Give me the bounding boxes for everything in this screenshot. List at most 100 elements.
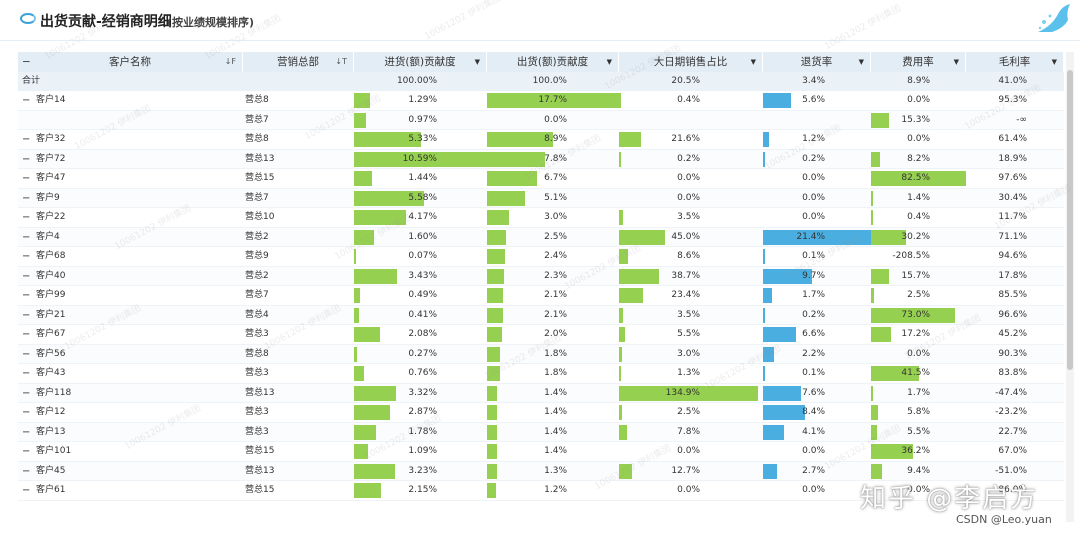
dropdown-icon[interactable]: ▼	[953, 58, 959, 66]
out-bar	[487, 346, 501, 362]
collapse-row-icon[interactable]: −	[22, 251, 31, 262]
col-header-fee-rate[interactable]: 费用率 ▼	[871, 52, 966, 72]
col-header-return-rate[interactable]: 退货率 ▼	[763, 52, 871, 72]
table-row[interactable]: − 客户43 营总3 0.76% 1.8% 1.3% 0.1% 41.5% 83.8%	[18, 364, 1064, 384]
dept-name: 营总8	[245, 348, 269, 359]
total-date: 20.5%	[671, 76, 700, 86]
collapse-row-icon[interactable]: −	[22, 309, 31, 321]
in-value: 4.17%	[408, 212, 437, 222]
table-body: − 客户14 营总8 1.29% 17.7% 0.4% 5.6% 0.0% 95.3% 营总7 0.…	[18, 91, 1064, 537]
col-header-customer[interactable]: − 客户名称 ↓F	[18, 52, 243, 72]
sort-icon[interactable]: ↓T	[335, 57, 347, 66]
collapse-row-icon[interactable]: −	[22, 368, 31, 379]
gm-value: -47.4%	[995, 387, 1027, 398]
col-header-in-contribution[interactable]: 进货(额)贡献度 ▼	[354, 52, 487, 72]
table-row[interactable]: − 客户99 营总7 0.49% 2.1% 23.4% 1.7% 2.5% 85.5%	[18, 286, 1064, 306]
dropdown-icon[interactable]: ▼	[474, 58, 480, 66]
out-value: 2.3%	[544, 270, 567, 281]
scrollbar-thumb[interactable]	[1067, 70, 1073, 370]
table-row[interactable]: − 客户56 营总8 0.27% 1.8% 3.0% 2.2% 0.0% 90.3%	[18, 344, 1064, 364]
collapse-row-icon[interactable]: −	[22, 134, 31, 145]
out-value: 1.3%	[544, 465, 567, 476]
collapse-row-icon[interactable]: −	[22, 192, 31, 204]
sort-icon[interactable]: ↓F	[224, 57, 236, 66]
dept-name: 营总7	[245, 192, 269, 203]
in-value: 2.08%	[408, 329, 437, 339]
in-bar	[354, 307, 360, 323]
dropdown-icon[interactable]: ▼	[606, 58, 612, 66]
collapse-row-icon[interactable]: −	[22, 95, 31, 106]
col-header-large-date-ratio[interactable]: 大日期销售占比 ▼	[619, 52, 763, 72]
collapse-row-icon[interactable]: −	[22, 426, 31, 438]
splash-decoration-icon	[1038, 4, 1070, 32]
date-bar	[619, 346, 623, 362]
in-bar	[354, 327, 381, 342]
table-row[interactable]: − 客户45 营总13 3.23% 1.3% 12.7% 2.7% 9.4% -51.0%	[18, 461, 1064, 481]
gm-value: 96.6%	[998, 309, 1027, 320]
date-value: 3.0%	[677, 348, 700, 359]
dropdown-icon[interactable]: ▼	[750, 58, 756, 66]
out-bar	[487, 444, 498, 459]
col-header-dept[interactable]: 营销总部 ↓T	[243, 52, 354, 72]
fee-bar	[871, 229, 906, 245]
gm-value: 95.3%	[998, 95, 1027, 105]
table-row[interactable]: − 客户32 营总8 5.33% 8.9% 21.6% 1.2% 0.0% 61.4%	[18, 130, 1064, 150]
fee-bar	[871, 151, 881, 167]
table-row[interactable]: − 客户12 营总3 2.87% 1.4% 2.5% 8.4% 5.8% -23.2%	[18, 403, 1064, 423]
table-row[interactable]: − 客户68 营总9 0.07% 2.4% 8.6% 0.1% -208.5% 94.6%	[18, 247, 1064, 267]
fee-value: 8.2%	[907, 153, 930, 164]
table-row[interactable]: − 客户61 营总15 2.15% 1.2% 0.0% 0.0% 0.0% 86.0%	[18, 481, 1064, 501]
out-bar	[487, 385, 498, 401]
dept-name: 营总4	[245, 309, 269, 320]
fee-value: 17.2%	[901, 329, 930, 339]
table-row[interactable]: − 客户22 营总10 4.17% 3.0% 3.5% 0.0% 0.4% 11.7%	[18, 208, 1064, 228]
date-bar	[619, 424, 628, 440]
table-row[interactable]: − 客户9 营总7 5.58% 5.1% 0.0% 0.0% 1.4% 30.4%	[18, 188, 1064, 208]
out-bar	[487, 307, 503, 323]
ret-bar	[763, 366, 765, 381]
in-value: 1.44%	[408, 173, 437, 183]
table-row[interactable]: − 客户13 营总3 1.78% 1.4% 7.8% 4.1% 5.5% 22.7%	[18, 422, 1064, 442]
out-value: 1.2%	[544, 485, 567, 495]
fee-bar	[871, 327, 891, 342]
table-row[interactable]: − 客户47 营总15 1.44% 6.7% 0.0% 0.0% 82.5% 97.6%	[18, 169, 1064, 189]
customer-name: 客户45	[36, 465, 66, 476]
ret-bar	[763, 346, 775, 362]
col-header-out-contribution[interactable]: 出货(额)贡献度 ▼	[487, 52, 619, 72]
gm-value: 11.7%	[998, 212, 1027, 222]
collapse-row-icon[interactable]: −	[22, 387, 31, 399]
table-row[interactable]: − 客户67 营总3 2.08% 2.0% 5.5% 6.6% 17.2% 45.2%	[18, 325, 1064, 345]
collapse-row-icon[interactable]: −	[22, 348, 31, 360]
table-row[interactable]: − 客户101 营总15 1.09% 1.4% 0.0% 0.0% 36.2% 67.0%	[18, 442, 1064, 462]
collapse-row-icon[interactable]: −	[22, 446, 31, 457]
ret-bar	[763, 424, 784, 440]
collapse-row-icon[interactable]: −	[22, 212, 31, 223]
dept-name: 营总8	[245, 95, 269, 105]
table-row[interactable]: − 客户118 营总13 3.32% 1.4% 134.9% 7.6% 1.7% -47.4%	[18, 383, 1064, 403]
collapse-row-icon[interactable]: −	[22, 290, 31, 301]
table-row[interactable]: − 客户14 营总8 1.29% 17.7% 0.4% 5.6% 0.0% 95.3%	[18, 91, 1064, 111]
table-row[interactable]: − 客户40 营总2 3.43% 2.3% 38.7% 9.7% 15.7% 17.8%	[18, 266, 1064, 286]
table-row[interactable]: − 客户4 营总2 1.60% 2.5% 45.0% 21.4% 30.2% 71.1%	[18, 227, 1064, 247]
collapse-row-icon[interactable]: −	[22, 329, 31, 340]
table-row[interactable]: 营总7 0.97% 0.0% 15.3% -∞	[18, 110, 1064, 130]
collapse-row-icon[interactable]: −	[22, 407, 31, 418]
dropdown-icon[interactable]: ▼	[1051, 58, 1057, 66]
collapse-row-icon[interactable]: −	[22, 465, 31, 477]
dropdown-icon[interactable]: ▼	[858, 58, 864, 66]
fee-value: 2.5%	[907, 290, 930, 300]
collapse-row-icon[interactable]: −	[22, 485, 31, 496]
table-row[interactable]: − 客户72 营总13 10.59% 7.8% 0.2% 0.2% 8.2% 18.9%	[18, 149, 1064, 169]
gm-value: 45.2%	[998, 329, 1027, 339]
table-row[interactable]: − 客户21 营总4 0.41% 2.1% 3.5% 0.2% 73.0% 96.6%	[18, 305, 1064, 325]
collapse-row-icon[interactable]: −	[22, 270, 31, 282]
customer-name: 客户4	[36, 231, 60, 242]
collapse-row-icon[interactable]: −	[22, 173, 31, 184]
collapse-row-icon[interactable]: −	[22, 231, 31, 243]
out-value: 2.0%	[544, 329, 567, 339]
col-header-gross-margin[interactable]: 毛利率 ▼	[966, 52, 1064, 72]
collapse-row-icon[interactable]: −	[22, 153, 31, 165]
fee-value: 0.0%	[907, 134, 930, 144]
date-bar	[619, 210, 623, 225]
collapse-all-icon[interactable]: −	[22, 56, 31, 68]
